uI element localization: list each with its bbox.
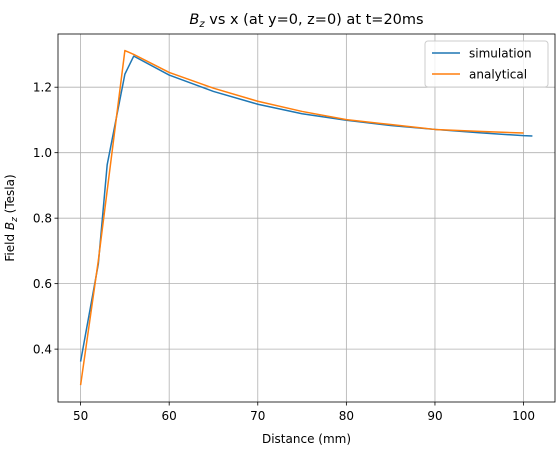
- x-tick-label: 60: [162, 409, 177, 423]
- legend-label-simulation: simulation: [469, 46, 532, 60]
- title-symbol: B: [189, 12, 199, 28]
- y-tick-label: 0.4: [33, 342, 52, 356]
- y-tick-label: 0.8: [33, 211, 52, 225]
- y-tick-label: 1.0: [33, 146, 52, 160]
- x-tick-label: 90: [427, 409, 442, 423]
- y-tick-label: 0.6: [33, 277, 52, 291]
- legend-label-analytical: analytical: [469, 67, 527, 81]
- series-line-simulation: [79, 55, 533, 362]
- chart-title: Bz vs x (at y=0, z=0) at t=20ms: [189, 12, 423, 30]
- x-tick-label: 70: [250, 409, 265, 423]
- y-label-suffix: (Tesla): [3, 174, 17, 217]
- legend: simulation analytical: [424, 40, 549, 88]
- x-axis-label: Distance (mm): [262, 432, 351, 446]
- y-axis-label: Field Bz (Tesla): [3, 174, 20, 261]
- x-tick-label: 100: [512, 409, 535, 423]
- y-label-prefix: Field: [3, 230, 17, 262]
- series-layer: [79, 49, 533, 386]
- series-line-analytical: [79, 49, 524, 386]
- title-rest: vs x (at y=0, z=0) at t=20ms: [205, 12, 424, 28]
- y-label-subscript: z: [10, 217, 20, 223]
- x-tick-label: 50: [73, 409, 88, 423]
- ticks: 50 60 70 80 90 100 0.4 0.6 0.8 1.0 1.2: [33, 81, 535, 423]
- y-tick-label: 1.2: [33, 81, 52, 95]
- y-label-symbol: B: [3, 222, 17, 230]
- x-tick-label: 80: [339, 409, 354, 423]
- title-subscript: z: [198, 19, 205, 30]
